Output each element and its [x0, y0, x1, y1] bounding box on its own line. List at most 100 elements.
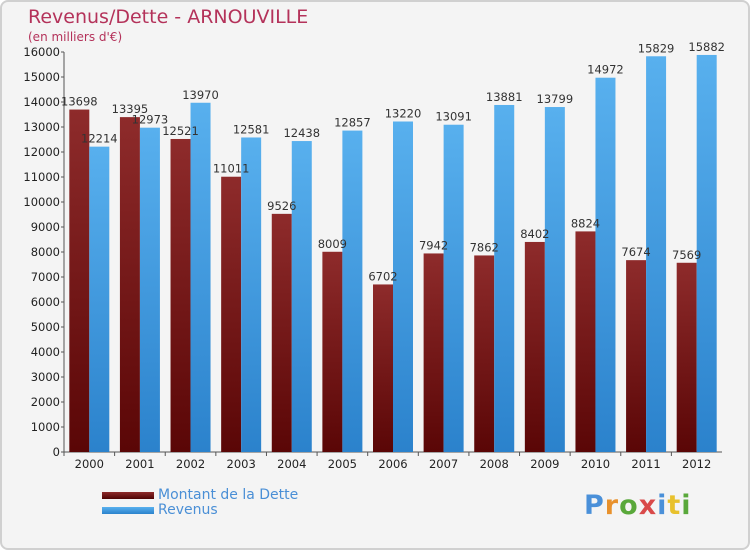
data-label-revenus: 12857 — [334, 116, 371, 130]
bar-revenus — [393, 121, 413, 452]
legend: Montant de la Dette Revenus — [102, 488, 298, 518]
x-tick-label: 2010 — [581, 457, 610, 471]
legend-swatch-revenus — [102, 506, 154, 514]
x-tick-label: 2011 — [631, 457, 660, 471]
bar-dette — [626, 260, 647, 452]
bar-dette — [524, 241, 545, 452]
bar-dette — [170, 138, 191, 452]
logo-letter: P — [584, 490, 605, 521]
bar-revenus — [494, 104, 515, 452]
x-tick-label: 2006 — [378, 457, 407, 471]
y-tick-label: 6000 — [31, 295, 60, 309]
proxiti-logo: Proxiti — [584, 490, 692, 521]
bar-dette — [69, 109, 90, 453]
legend-label-revenus: Revenus — [158, 502, 218, 518]
bar-dette — [474, 255, 495, 452]
x-tick-label: 2000 — [75, 457, 104, 471]
bar-revenus — [190, 102, 211, 452]
legend-label-dette: Montant de la Dette — [158, 487, 299, 503]
logo-letter: x — [638, 490, 658, 521]
x-tick-label: 2009 — [530, 457, 559, 471]
y-tick-label: 2000 — [31, 395, 60, 409]
bar-dette — [119, 117, 140, 452]
x-tick-label: 2012 — [682, 457, 711, 471]
legend-item-revenus: Revenus — [102, 503, 298, 517]
x-tick-label: 2003 — [227, 457, 256, 471]
data-label-revenus: 15882 — [688, 40, 725, 54]
logo-letter: o — [619, 490, 639, 521]
bar-revenus — [139, 127, 160, 453]
bar-revenus — [696, 54, 717, 452]
data-label-revenus: 13091 — [435, 110, 472, 124]
bar-dette — [271, 213, 292, 452]
bar-revenus — [291, 141, 312, 453]
bar-dette — [221, 176, 242, 452]
x-tick-label: 2004 — [277, 457, 306, 471]
data-label-dette: 6702 — [368, 269, 397, 283]
data-label-revenus: 13970 — [182, 88, 219, 102]
bar-dette — [676, 262, 697, 452]
data-label-dette: 9526 — [267, 199, 296, 213]
bar-dette — [423, 253, 444, 452]
data-label-dette: 8824 — [571, 216, 600, 230]
bar-revenus — [89, 146, 110, 452]
bar-revenus — [342, 130, 363, 452]
data-label-revenus: 12581 — [233, 122, 270, 136]
y-tick-label: 8000 — [31, 245, 60, 259]
data-label-dette: 7862 — [470, 240, 499, 254]
data-label-dette: 8009 — [318, 237, 347, 251]
y-tick-label: 4000 — [31, 345, 60, 359]
y-tick-label: 3000 — [31, 370, 60, 384]
logo-letter: r — [604, 490, 620, 521]
data-label-revenus: 15829 — [638, 41, 675, 55]
data-label-dette: 13698 — [61, 95, 98, 109]
logo-letter: i — [681, 490, 692, 521]
legend-swatch-dette — [102, 491, 154, 499]
data-label-dette: 12521 — [162, 124, 199, 138]
y-tick-label: 16000 — [23, 45, 60, 59]
data-label-dette: 13395 — [112, 102, 149, 116]
data-label-revenus: 13881 — [486, 90, 523, 104]
y-tick-label: 5000 — [31, 320, 60, 334]
logo-letter: t — [667, 490, 682, 521]
data-label-dette: 7942 — [419, 238, 448, 252]
bar-dette — [322, 251, 343, 452]
chart-title: Revenus/Dette - ARNOUVILLE — [28, 6, 309, 28]
y-tick-label: 11000 — [23, 170, 60, 184]
x-tick-label: 2008 — [480, 457, 509, 471]
data-label-revenus: 14972 — [587, 63, 624, 77]
data-label-revenus: 13220 — [385, 107, 422, 121]
y-tick-label: 9000 — [31, 220, 60, 234]
y-tick-label: 14000 — [23, 95, 60, 109]
data-label-revenus: 12438 — [283, 126, 320, 140]
x-tick-label: 2007 — [429, 457, 458, 471]
y-tick-label: 10000 — [23, 195, 60, 209]
legend-item-dette: Montant de la Dette — [102, 488, 298, 502]
y-tick-label: 15000 — [23, 70, 60, 84]
x-tick-label: 2002 — [176, 457, 205, 471]
chart-subtitle: (en milliers d'€) — [28, 30, 123, 44]
data-label-dette: 7674 — [621, 245, 650, 259]
y-tick-label: 0 — [53, 445, 60, 459]
x-tick-label: 2001 — [125, 457, 154, 471]
y-tick-label: 13000 — [23, 120, 60, 134]
bar-revenus — [443, 124, 464, 452]
x-tick-label: 2005 — [328, 457, 357, 471]
bar-dette — [373, 284, 393, 452]
bar-revenus — [646, 56, 667, 453]
data-label-dette: 8402 — [520, 227, 549, 241]
bar-revenus — [544, 107, 565, 453]
bar-revenus — [241, 137, 262, 452]
data-label-revenus: 13799 — [537, 92, 574, 106]
data-label-revenus: 12973 — [132, 113, 169, 127]
data-label-dette: 11011 — [213, 162, 250, 176]
y-tick-label: 12000 — [23, 145, 60, 159]
y-tick-label: 7000 — [31, 270, 60, 284]
y-tick-label: 1000 — [31, 420, 60, 434]
bar-dette — [575, 231, 596, 452]
data-label-dette: 7569 — [672, 248, 701, 262]
logo-letter: i — [657, 490, 668, 521]
data-label-revenus: 12214 — [81, 132, 118, 146]
